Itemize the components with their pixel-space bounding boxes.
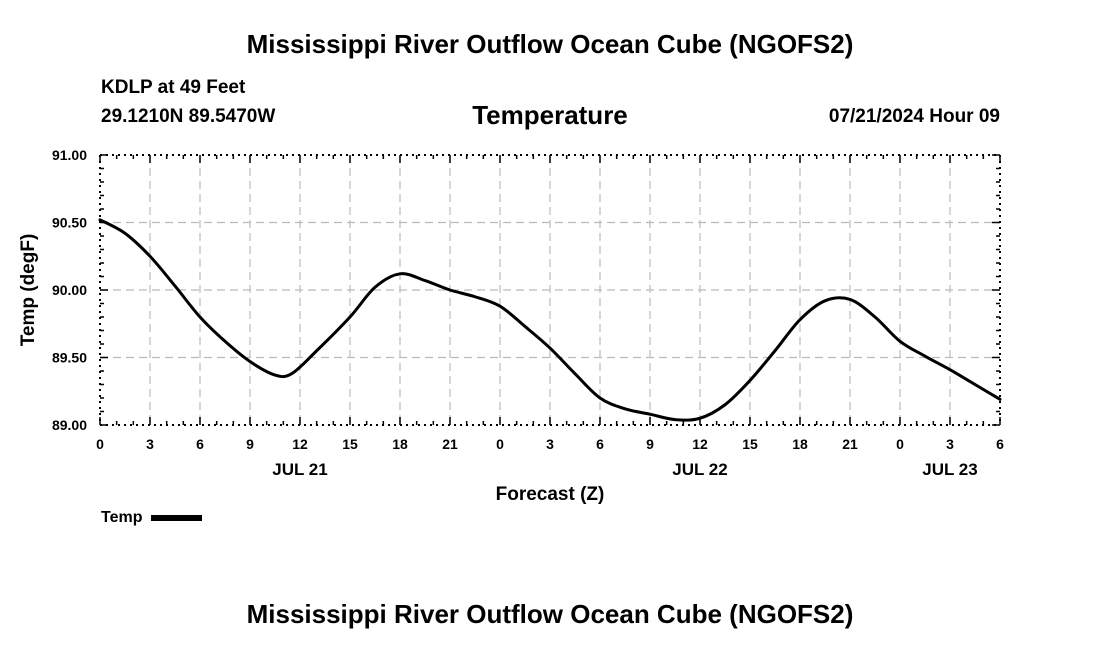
x-tick-label: 6 xyxy=(596,436,604,452)
x-tick-label: 3 xyxy=(546,436,554,452)
series-line-temp xyxy=(98,218,1002,422)
footer-title: Mississippi River Outflow Ocean Cube (NG… xyxy=(246,599,854,629)
x-tick-label: 21 xyxy=(442,436,458,452)
x-tick-label: 18 xyxy=(392,436,408,452)
x-tick-label: 0 xyxy=(896,436,904,452)
chart-title: Mississippi River Outflow Ocean Cube (NG… xyxy=(246,29,854,59)
y-tick-label: 90.00 xyxy=(52,282,87,298)
x-axis-label: Forecast (Z) xyxy=(496,484,605,505)
y-tick-label: 91.00 xyxy=(52,147,87,163)
x-tick-label: 0 xyxy=(96,436,104,452)
x-tick-label: 21 xyxy=(842,436,858,452)
y-tick-label: 89.50 xyxy=(52,350,87,366)
day-label: JUL 21 xyxy=(272,460,327,479)
legend-label: Temp xyxy=(101,509,143,526)
station-coordinates: 29.1210N 89.5470W xyxy=(101,106,276,127)
legend: Temp xyxy=(101,509,203,527)
x-tick-label: 9 xyxy=(646,436,654,452)
chart-subtitle: Temperature xyxy=(472,100,628,130)
x-tick-label: 18 xyxy=(792,436,808,452)
station-label: KDLP at 49 Feet xyxy=(101,77,246,98)
day-label: JUL 22 xyxy=(672,460,727,479)
x-tick-label: 3 xyxy=(946,436,954,452)
x-tick-label: 12 xyxy=(292,436,308,452)
x-tick-label: 12 xyxy=(692,436,708,452)
x-tick-label: 0 xyxy=(496,436,504,452)
x-tick-label: 6 xyxy=(996,436,1004,452)
x-tick-label: 15 xyxy=(342,436,358,452)
forecast-datetime: 07/21/2024 Hour 09 xyxy=(828,106,1000,127)
x-tick-label: 6 xyxy=(196,436,204,452)
y-tick-label: 90.50 xyxy=(52,215,87,231)
day-label: JUL 23 xyxy=(922,460,977,479)
y-tick-label: 89.00 xyxy=(52,417,87,433)
x-tick-label: 3 xyxy=(146,436,154,452)
y-axis-label: Temp (degF) xyxy=(18,234,39,347)
x-tick-label: 15 xyxy=(742,436,758,452)
x-tick-label: 9 xyxy=(246,436,254,452)
legend-line-swatch xyxy=(151,515,203,521)
